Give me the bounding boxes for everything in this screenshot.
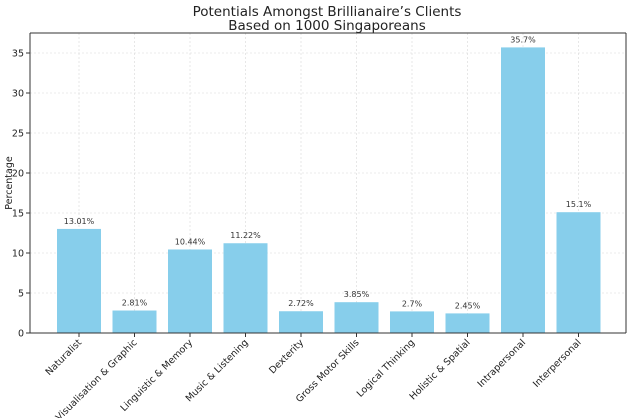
x-tick-label-7: Holistic & Spatial [408, 337, 473, 402]
data-label-3: 11.22% [230, 231, 261, 240]
bar-3 [223, 243, 268, 333]
data-label-2: 10.44% [175, 237, 206, 246]
x-tick-label-9: Interpersonal [531, 337, 584, 390]
bar-4 [279, 311, 323, 333]
bar-1 [112, 310, 157, 333]
chart-title-line-1: Potentials Amongst Brillianaire’s Client… [193, 4, 462, 20]
bar-2 [168, 249, 212, 333]
chart-title-line-2: Based on 1000 Singaporeans [228, 18, 425, 34]
data-label-7: 2.45% [455, 301, 481, 310]
bars [57, 47, 601, 334]
data-label-4: 2.72% [288, 299, 314, 308]
x-tick-label-3: Music & Listening [184, 337, 251, 404]
bar-0 [57, 228, 101, 333]
data-labels: 13.01% 2.81% 10.44% 11.22% 2.72% 3.85% 2.7% 2.4… [64, 35, 592, 310]
data-label-5: 3.85% [344, 290, 370, 299]
y-tick-label-35: 35 [12, 49, 24, 60]
data-label-0: 13.01% [64, 217, 95, 226]
x-tick-label-4: Dexterity [267, 337, 306, 376]
y-tick-label-15: 15 [12, 209, 24, 220]
x-tick-label-0: Naturalist [44, 337, 85, 378]
bar-6 [390, 311, 434, 333]
y-tick-label-5: 5 [18, 289, 24, 300]
bar-7 [445, 313, 490, 333]
bar-9 [556, 212, 601, 333]
y-tick-label-25: 25 [12, 129, 24, 140]
y-tick-label-30: 30 [12, 89, 24, 100]
data-label-8: 35.7% [510, 35, 536, 44]
y-tick-label-0: 0 [18, 329, 24, 340]
y-tick-label-10: 10 [12, 249, 24, 260]
y-axis-label: Percentage [4, 156, 15, 210]
bar-5 [334, 302, 379, 333]
data-label-6: 2.7% [402, 299, 423, 308]
x-tick-label-8: Intrapersonal [476, 337, 529, 390]
bar-8 [501, 47, 545, 334]
data-label-1: 2.81% [122, 299, 148, 308]
x-tick-label-6: Logical Thinking [355, 337, 417, 399]
y-tick-label-20: 20 [12, 169, 24, 180]
data-label-9: 15.1% [566, 200, 592, 209]
x-tick-label-5: Gross Motor Skills [294, 337, 362, 405]
